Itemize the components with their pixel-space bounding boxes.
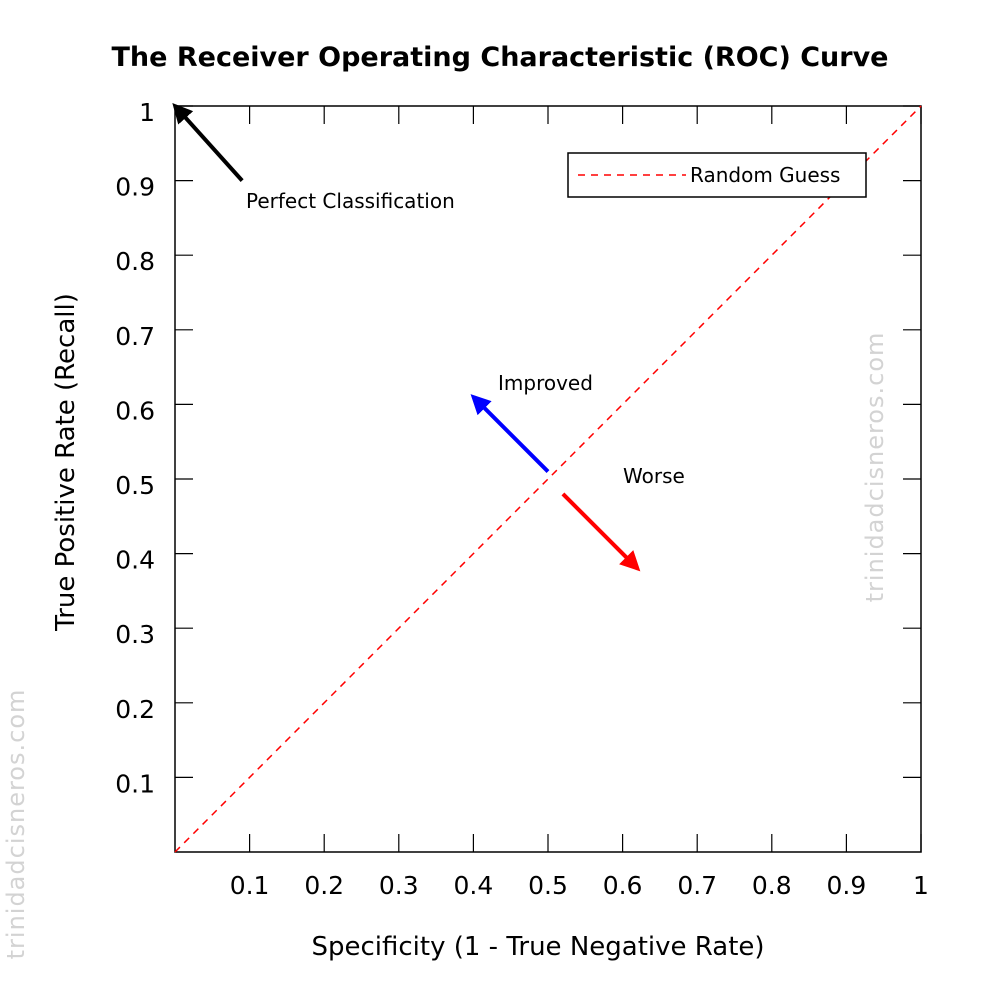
- y-tick-label: 0.5: [115, 471, 155, 500]
- y-tick-label: 0.4: [115, 546, 155, 575]
- perfect-classification-label: Perfect Classification: [246, 189, 455, 213]
- y-tick-label: 0.6: [115, 396, 155, 425]
- watermark-left: trinidadcisneros.com: [2, 689, 30, 960]
- x-axis-ticks: [249, 106, 922, 852]
- y-tick-label: 1: [139, 98, 155, 127]
- series-layer: [174, 105, 922, 853]
- x-tick-label: 0.5: [528, 871, 568, 900]
- x-tick-label: 0.1: [230, 871, 270, 900]
- improved-label: Improved: [498, 371, 593, 395]
- x-axis-tick-labels: 0.1 0.2 0.3 0.4 0.5 0.6 0.7 0.8 0.9 1: [230, 871, 929, 900]
- y-tick-label: 0.2: [115, 695, 155, 724]
- x-tick-label: 0.9: [827, 871, 867, 900]
- improved-arrow: [470, 394, 550, 473]
- x-tick-label: 0.2: [304, 871, 344, 900]
- watermark-right: trinidadcisneros.com: [861, 332, 889, 603]
- worse-arrow: [561, 492, 641, 572]
- y-axis-tick-labels: 0.1 0.2 0.3 0.4 0.5 0.6 0.7 0.8 0.9 1: [115, 98, 155, 798]
- x-tick-label: 0.4: [454, 871, 494, 900]
- y-tick-label: 0.7: [115, 322, 155, 351]
- y-tick-label: 0.8: [115, 247, 155, 276]
- chart-title: The Receiver Operating Characteristic (R…: [111, 42, 888, 73]
- y-tick-label: 0.3: [115, 620, 155, 649]
- annotation-layer: Perfect Classification Improved Worse: [172, 103, 685, 572]
- perfect-classification-arrow: [172, 103, 244, 182]
- x-tick-label: 1: [913, 871, 929, 900]
- worse-label: Worse: [623, 464, 685, 488]
- x-tick-label: 0.8: [752, 871, 792, 900]
- series-line-random-guess: [174, 105, 922, 853]
- x-tick-label: 0.3: [379, 871, 419, 900]
- y-tick-label: 0.1: [115, 769, 155, 798]
- x-tick-label: 0.7: [677, 871, 717, 900]
- y-axis-ticks: [175, 105, 921, 779]
- legend-label-random-guess: Random Guess: [690, 163, 840, 187]
- y-axis-label: True Positive Rate (Recall): [51, 293, 81, 632]
- y-tick-label: 0.9: [115, 173, 155, 202]
- x-tick-label: 0.6: [603, 871, 643, 900]
- legend: Random Guess: [567, 152, 867, 198]
- x-axis-label: Specificity (1 - True Negative Rate): [311, 932, 764, 962]
